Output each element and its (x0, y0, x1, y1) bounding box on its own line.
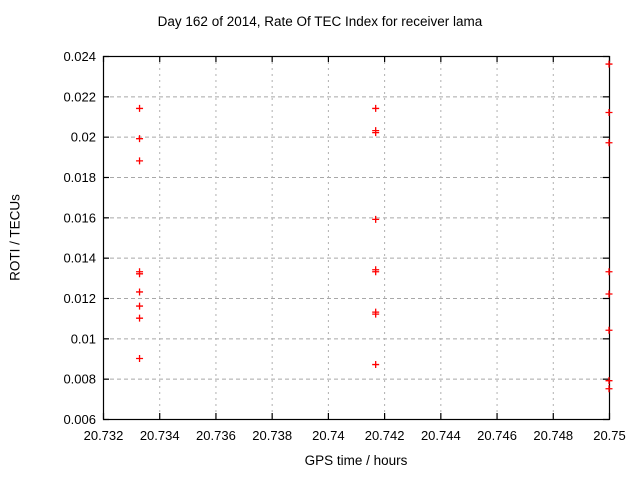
y-tick-label: 0.024 (63, 49, 96, 64)
y-tick-label: 0.014 (63, 251, 96, 266)
x-axis-label: GPS time / hours (304, 453, 408, 468)
y-tick-label: 0.02 (71, 130, 96, 145)
x-tick-label: 20.734 (140, 428, 180, 443)
x-tick-label: 20.746 (477, 428, 517, 443)
x-tick-label: 20.738 (252, 428, 292, 443)
x-tick-label: 20.748 (533, 428, 573, 443)
x-tick-label: 20.736 (196, 428, 236, 443)
x-tick-label: 20.742 (365, 428, 405, 443)
y-tick-label: 0.022 (63, 89, 96, 104)
chart-title: Day 162 of 2014, Rate Of TEC Index for r… (157, 14, 483, 29)
y-tick-label: 0.012 (63, 291, 96, 306)
y-tick-label: 0.018 (63, 170, 96, 185)
y-tick-label: 0.016 (63, 210, 96, 225)
x-tick-label: 20.75 (593, 428, 626, 443)
y-tick-label: 0.006 (63, 412, 96, 427)
x-tick-label: 20.744 (421, 428, 461, 443)
plot-border (102, 55, 611, 421)
y-tick-label: 0.008 (63, 372, 96, 387)
x-tick-label: 20.74 (312, 428, 345, 443)
x-tick-label: 20.732 (84, 428, 124, 443)
y-tick-label: 0.01 (71, 331, 96, 346)
data-point-markers (136, 60, 613, 393)
